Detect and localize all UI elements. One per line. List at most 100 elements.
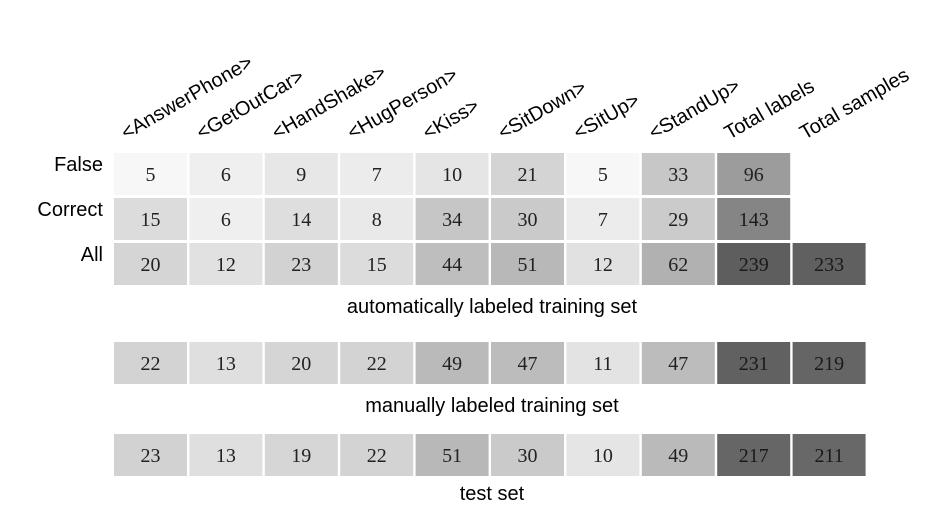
cell-situp: [566, 153, 640, 195]
cell-value: 12: [593, 254, 613, 276]
cell-total-labels: [717, 342, 791, 384]
row-label-false: False: [54, 154, 103, 176]
cell-value: 30: [518, 445, 538, 467]
column-header-kiss: <Kiss>: [419, 95, 483, 145]
cell-value: 14: [291, 209, 311, 231]
cell-answerphone: [114, 243, 187, 285]
cell-value: 22: [367, 353, 387, 375]
cell-sitdown: [491, 434, 564, 476]
cell-value: 47: [668, 353, 688, 375]
cell-situp: [566, 243, 640, 285]
cell-value: 23: [141, 445, 161, 467]
cell-value: 6: [221, 209, 231, 231]
cell-hugperson: [340, 198, 414, 240]
cell-answerphone: [114, 342, 187, 384]
cell-value: 22: [141, 353, 161, 375]
table-automatically-labeled-training-set: False 5 6 9 7 10 21 5 33 96 Correct 15 6 14 8 34 30 7 29 14…: [37, 153, 866, 318]
cell-total-labels: [717, 434, 791, 476]
column-header-total-samples: Total samples: [796, 64, 913, 144]
cell-value: 231: [739, 353, 769, 375]
column-headers: <AnswerPhone><GetOutCar><HandShake><HugP…: [118, 51, 913, 144]
cell-hugperson: [340, 243, 414, 285]
cell-value: 8: [372, 209, 382, 231]
cell-handshake: [264, 153, 338, 195]
cell-value: 7: [598, 209, 608, 231]
cell-total-samples: [792, 342, 866, 384]
cell-total-samples: [792, 434, 866, 476]
cell-getoutcar: [189, 198, 263, 240]
cell-getoutcar: [189, 243, 263, 285]
cell-total-samples: [792, 243, 866, 285]
cell-kiss: [415, 153, 489, 195]
cell-value: 96: [744, 164, 764, 186]
table-caption: manually labeled training set: [365, 395, 619, 417]
table-manually-labeled-training-set: 22 13 20 22 49 47 11 47 231 219 manually labeled t…: [114, 342, 866, 417]
cell-kiss: [415, 243, 489, 285]
cell-value: 51: [442, 445, 462, 467]
cell-value: 239: [739, 254, 769, 276]
cell-total-labels: [717, 153, 791, 195]
column-header-answerphone: <AnswerPhone>: [118, 51, 257, 144]
cell-value: 6: [221, 164, 231, 186]
table-caption: test set: [460, 483, 525, 505]
cell-kiss: [415, 434, 489, 476]
cell-answerphone: [114, 198, 187, 240]
cell-value: 11: [593, 353, 612, 375]
cell-value: 12: [216, 254, 236, 276]
cell-handshake: [264, 198, 338, 240]
row-label-correct: Correct: [37, 199, 103, 221]
cell-standup: [641, 434, 715, 476]
cell-getoutcar: [189, 434, 263, 476]
cell-standup: [641, 342, 715, 384]
cell-getoutcar: [189, 153, 263, 195]
cell-getoutcar: [189, 342, 263, 384]
cell-total-labels: [717, 243, 791, 285]
cell-value: 143: [739, 209, 769, 231]
cell-value: 23: [291, 254, 311, 276]
cell-sitdown: [491, 198, 564, 240]
cell-situp: [566, 434, 640, 476]
cell-standup: [641, 153, 715, 195]
cell-sitdown: [491, 153, 564, 195]
cell-sitdown: [491, 243, 564, 285]
cell-value: 13: [216, 445, 236, 467]
cell-situp: [566, 342, 640, 384]
cell-value: 20: [291, 353, 311, 375]
cell-value: 217: [739, 445, 769, 467]
cell-value: 15: [367, 254, 387, 276]
cell-hugperson: [340, 153, 414, 195]
cell-value: 5: [146, 164, 156, 186]
cell-kiss: [415, 198, 489, 240]
cell-value: 33: [668, 164, 688, 186]
cell-value: 10: [593, 445, 613, 467]
cell-value: 9: [296, 164, 306, 186]
cell-handshake: [264, 243, 338, 285]
cell-value: 34: [442, 209, 462, 231]
cell-value: 19: [291, 445, 311, 467]
cell-value: 20: [141, 254, 161, 276]
row-label-all: All: [81, 244, 103, 266]
cell-value: 5: [598, 164, 608, 186]
table-test-set: 23 13 19 22 51 30 10 49 217 211 test set: [114, 434, 866, 505]
cell-sitdown: [491, 342, 564, 384]
cell-kiss: [415, 342, 489, 384]
cell-value: 13: [216, 353, 236, 375]
cell-value: 10: [442, 164, 462, 186]
cell-value: 49: [442, 353, 462, 375]
cell-hugperson: [340, 342, 414, 384]
cell-hugperson: [340, 434, 414, 476]
cell-value: 30: [518, 209, 538, 231]
cell-standup: [641, 198, 715, 240]
cell-value: 233: [814, 254, 844, 276]
cell-value: 51: [518, 254, 538, 276]
cell-value: 49: [668, 445, 688, 467]
cell-handshake: [264, 342, 338, 384]
cell-value: 44: [442, 254, 462, 276]
cell-value: 47: [518, 353, 538, 375]
cell-value: 21: [518, 164, 538, 186]
cell-handshake: [264, 434, 338, 476]
cell-value: 211: [814, 445, 843, 467]
cell-standup: [641, 243, 715, 285]
cell-value: 22: [367, 445, 387, 467]
